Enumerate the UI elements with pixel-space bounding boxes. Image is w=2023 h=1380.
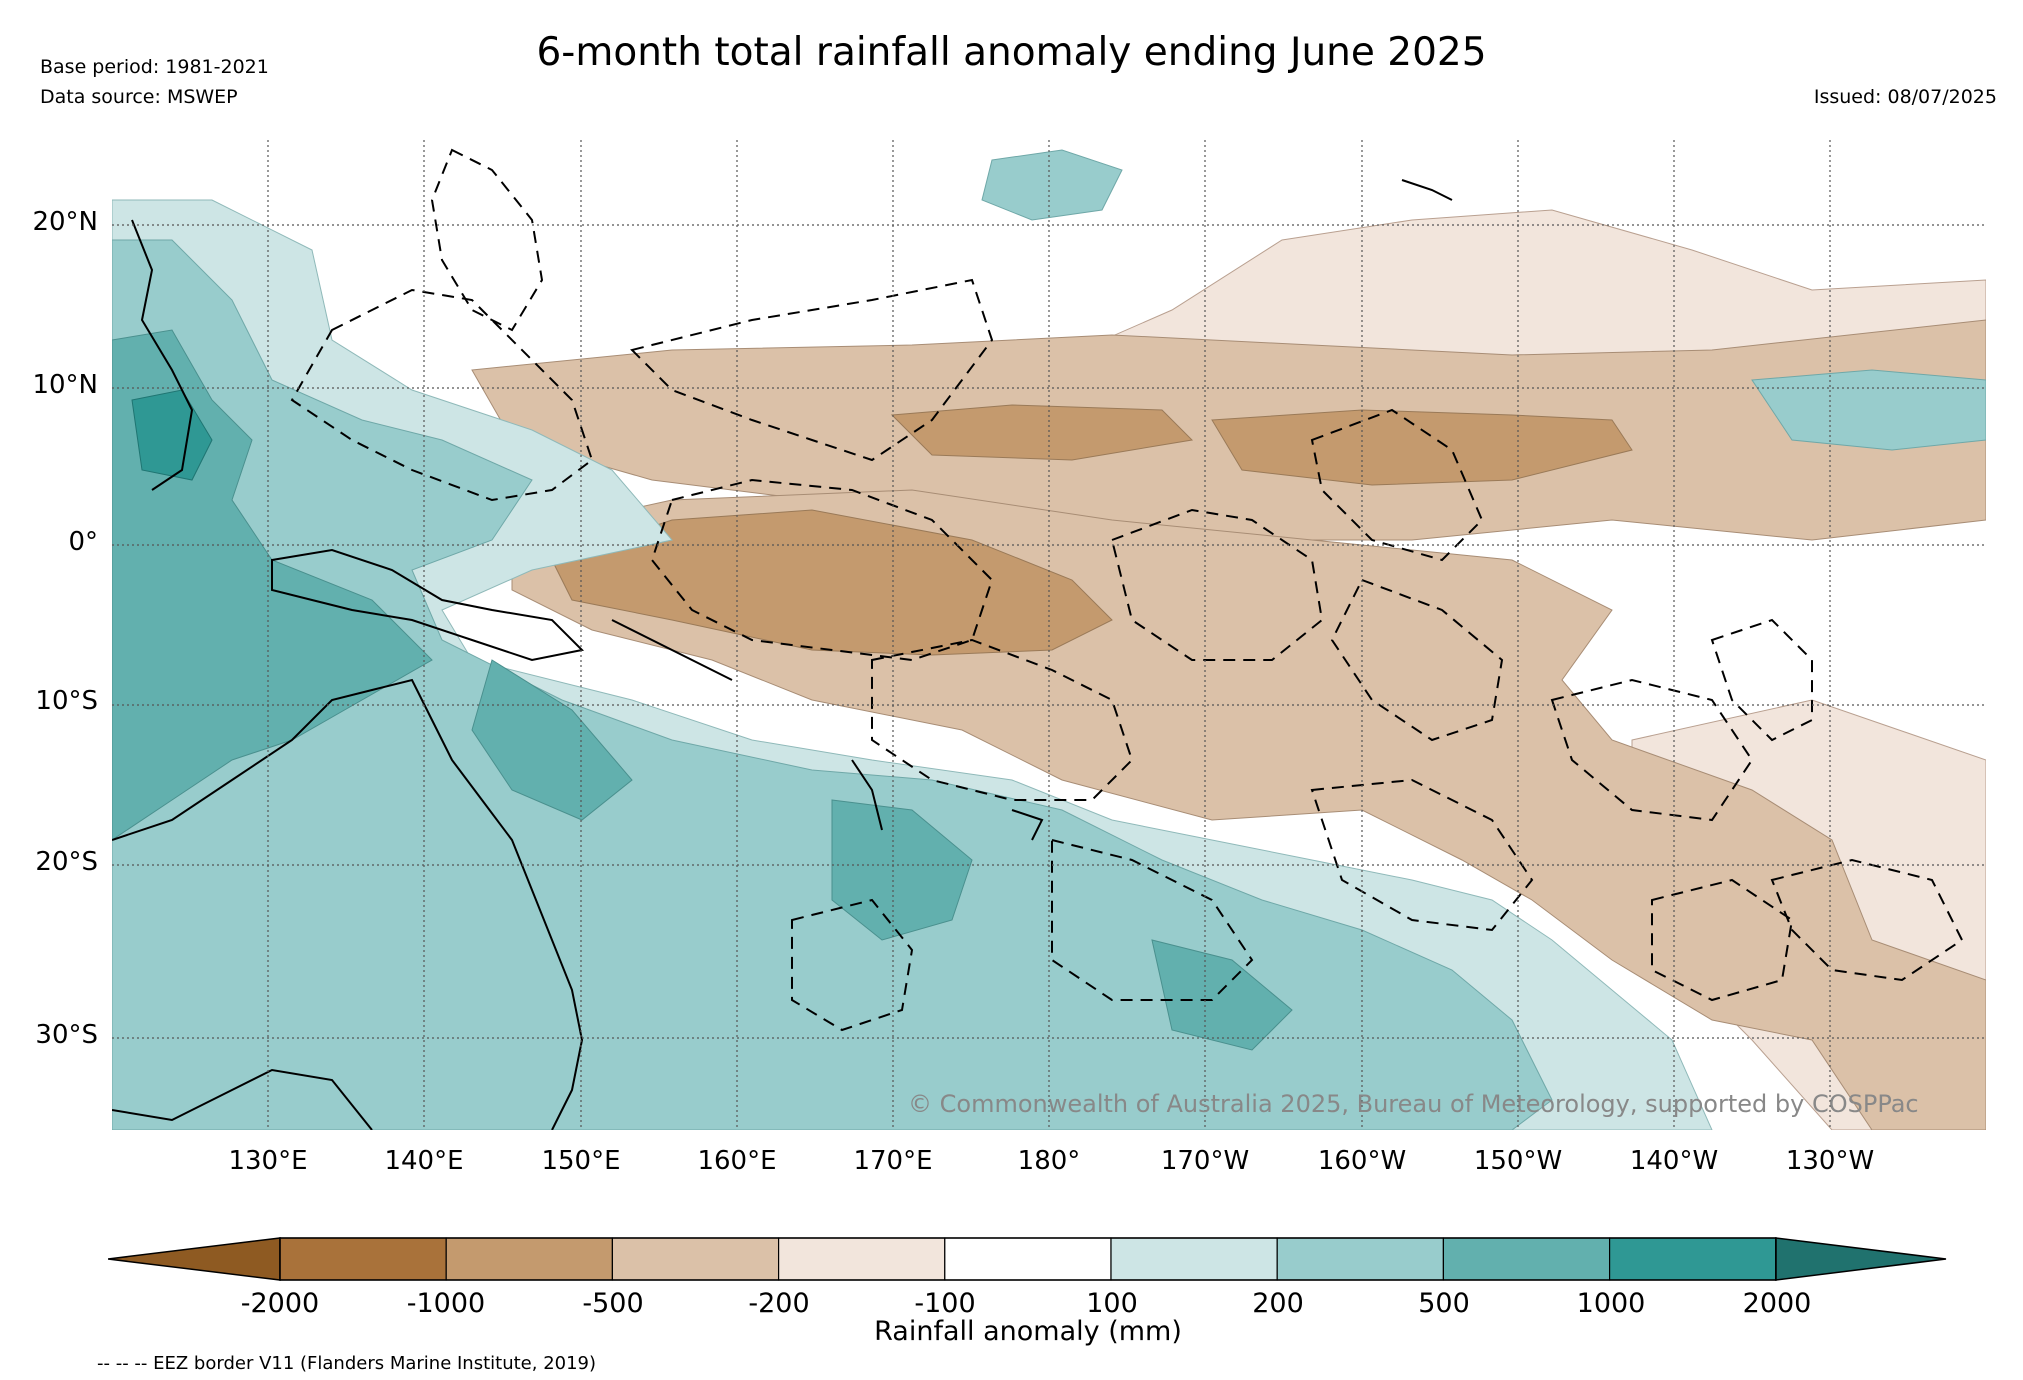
data-source-text: Data source: MSWEP <box>40 86 238 108</box>
colorbar-tick: 2000 <box>1742 1288 1812 1319</box>
philippines-coast <box>131 219 194 491</box>
colorbar-tick: 200 <box>1252 1288 1304 1319</box>
map-title: 6-month total rainfall anomaly ending Ju… <box>536 30 1487 75</box>
hawaii-coast <box>1401 179 1453 201</box>
colorbar-segment <box>445 1237 614 1281</box>
lat-label-30s: 30°S <box>35 1020 98 1050</box>
colorbar-tick: -1000 <box>406 1288 486 1319</box>
eez-borders <box>290 148 1964 1032</box>
colorbar-tick: -100 <box>914 1288 976 1319</box>
lon-label-170w: 170°W <box>1160 1146 1250 1176</box>
solomon-islands-coast <box>611 619 733 681</box>
fiji-coast <box>1011 809 1044 841</box>
colorbar-segment <box>279 1237 447 1281</box>
lon-label-180: 180° <box>1017 1146 1081 1176</box>
colorbar-segment <box>1442 1237 1611 1281</box>
colorbar-segments <box>108 1237 1947 1281</box>
lon-label-150e: 150°E <box>541 1146 621 1176</box>
colorbar-segment <box>611 1237 780 1281</box>
colorbar-segment <box>777 1237 946 1281</box>
colorbar-outline <box>279 1237 1777 1281</box>
anomaly-region-dry-core-northeast <box>1211 409 1633 486</box>
anomaly-region-wet-medium-northeast <box>1751 369 1986 451</box>
vanuatu-coast <box>851 759 883 831</box>
colorbar-extension-high <box>1775 1237 1947 1281</box>
colorbar-tick: -200 <box>748 1288 810 1319</box>
lon-label-150w: 150°W <box>1473 1146 1563 1176</box>
lon-label-130e: 130°E <box>228 1146 308 1176</box>
anomaly-region-wet-strong-south <box>471 659 633 821</box>
anomaly-region-wet-medium-north <box>981 149 1123 221</box>
lon-label-160w: 160°W <box>1317 1146 1407 1176</box>
anomaly-region-dry-core-west <box>551 509 1113 656</box>
lon-label-170e: 170°E <box>853 1146 933 1176</box>
colorbar-segment <box>1608 1237 1777 1281</box>
lon-label-140e: 140°E <box>384 1146 464 1176</box>
base-period-text: Base period: 1981-2021 <box>40 56 269 78</box>
new-guinea-coast <box>271 548 585 662</box>
colorbar-segment <box>944 1237 1112 1281</box>
colorbar-tick: 500 <box>1418 1288 1470 1319</box>
anomaly-region-wet-medium-west <box>112 239 1553 1130</box>
eez-footnote: -- -- -- EEZ border V11 (Flanders Marine… <box>97 1353 597 1374</box>
colorbar-segment <box>1110 1237 1278 1281</box>
rainfall-anomaly-map <box>112 140 1986 1130</box>
issued-date-text: Issued: 08/07/2025 <box>1813 86 1997 108</box>
gridlines <box>112 140 1986 1130</box>
colorbar <box>108 1237 1947 1281</box>
colorbar-tick: -2000 <box>240 1288 320 1319</box>
colorbar-tick: 1000 <box>1576 1288 1646 1319</box>
anomaly-region-wet-strong-central <box>831 799 973 941</box>
colorbar-extension-low <box>108 1237 281 1281</box>
anomaly-region-dry-core-north <box>890 404 1194 461</box>
lat-label-20n: 20°N <box>32 207 98 237</box>
lat-label-10n: 10°N <box>32 370 98 400</box>
lon-label-140w: 140°W <box>1629 1146 1719 1176</box>
colorbar-tick: 100 <box>1086 1288 1138 1319</box>
lon-label-130w: 130°W <box>1785 1146 1875 1176</box>
south-australia-coast <box>112 1068 373 1130</box>
anomaly-region-wet-strong-east <box>1151 939 1293 1051</box>
lon-label-160e: 160°E <box>697 1146 777 1176</box>
australia-coast <box>112 678 584 1130</box>
lat-label-10s: 10°S <box>35 686 98 716</box>
coastlines <box>112 179 1453 1130</box>
colorbar-label: Rainfall anomaly (mm) <box>874 1316 1182 1347</box>
colorbar-tick: -500 <box>582 1288 644 1319</box>
colorbar-segment <box>1276 1237 1444 1281</box>
copyright-notice: © Commonwealth of Australia 2025, Bureau… <box>908 1090 1919 1118</box>
lat-label-20s: 20°S <box>35 847 98 877</box>
lat-label-0: 0° <box>68 527 98 557</box>
